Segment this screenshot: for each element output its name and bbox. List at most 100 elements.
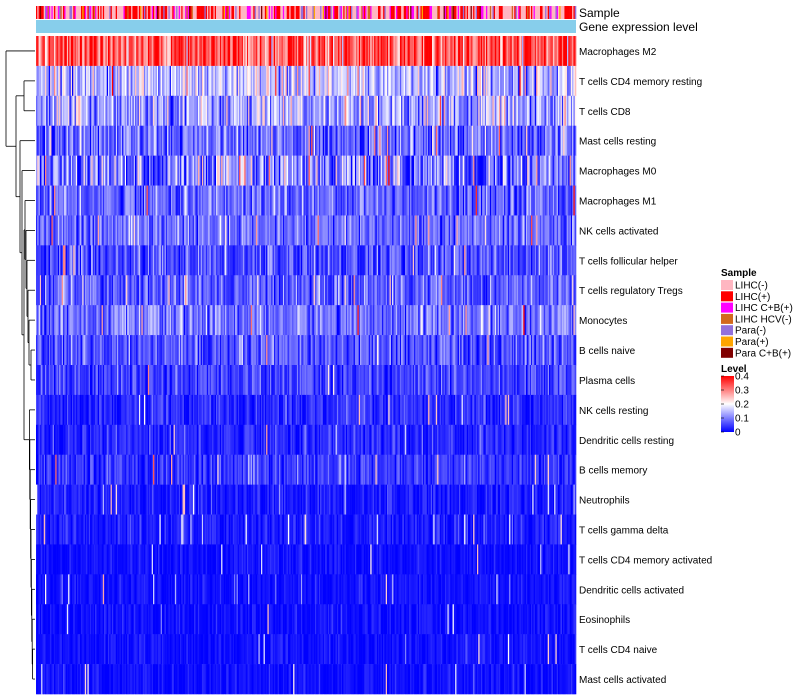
heatmap-cell <box>312 215 315 246</box>
heatmap-cell <box>398 65 401 97</box>
heatmap-cell <box>371 185 374 216</box>
heatmap-cell <box>37 215 39 246</box>
heatmap-cell <box>416 215 419 246</box>
heatmap-cell <box>541 185 543 216</box>
heatmap-cell <box>122 185 124 216</box>
heatmap-cell <box>173 275 176 306</box>
heatmap-cell <box>518 245 520 276</box>
heatmap-cell <box>59 125 61 156</box>
heatmap-cell <box>270 155 272 186</box>
sample-annotation-cell <box>181 6 183 19</box>
sample-annotation-cell <box>531 6 533 19</box>
sample-annotation-cell <box>558 6 560 19</box>
heatmap-cell <box>412 65 415 97</box>
heatmap-cell <box>190 125 192 156</box>
heatmap-cell <box>180 185 182 216</box>
heatmap-cell <box>290 155 293 186</box>
heatmap-cell <box>324 65 326 97</box>
heatmap-cell <box>381 215 384 246</box>
heatmap-cell <box>560 36 563 67</box>
sample-annotation-cell <box>461 6 464 19</box>
heatmap-cell <box>444 65 447 97</box>
heatmap-cell <box>536 185 538 216</box>
heatmap-cell <box>263 275 266 306</box>
heatmap-cell <box>428 185 430 216</box>
sample-annotation-cell <box>63 6 65 19</box>
heatmap-cell <box>99 65 101 97</box>
heatmap-cell <box>510 275 513 306</box>
heatmap-cell <box>488 245 491 276</box>
heatmap-cell <box>460 185 462 216</box>
heatmap-cell <box>109 65 111 97</box>
heatmap-cell <box>315 125 317 156</box>
heatmap-cell <box>183 185 186 216</box>
heatmap-cell <box>453 95 456 127</box>
heatmap-cell <box>334 36 336 67</box>
heatmap-cell <box>230 275 232 306</box>
heatmap-cell <box>442 305 444 336</box>
heatmap-cell <box>572 65 574 97</box>
heatmap-cell <box>266 65 268 97</box>
heatmap-cell <box>203 155 205 186</box>
heatmap-cell <box>482 155 484 186</box>
heatmap-cell <box>102 65 105 97</box>
heatmap-cell <box>367 36 370 67</box>
heatmap-cell <box>333 305 335 336</box>
heatmap-cell <box>322 65 325 97</box>
heatmap-cell <box>451 185 453 216</box>
sample-annotation-cell <box>212 6 214 19</box>
heatmap-cell <box>288 245 290 276</box>
heatmap-cell <box>39 245 42 276</box>
sample-annotation-cell <box>153 6 155 19</box>
heatmap-cell <box>266 305 268 336</box>
heatmap-cell <box>443 305 446 336</box>
heatmap-cell <box>248 275 250 306</box>
heatmap-cell <box>536 215 538 246</box>
sample-annotation-cell <box>396 6 398 19</box>
sample-annotation-cell <box>183 6 186 19</box>
sample-annotation-cell <box>322 6 325 19</box>
heatmap-cell <box>159 275 162 306</box>
heatmap-cell <box>187 215 190 246</box>
heatmap-cell <box>210 245 213 276</box>
heatmap-cell <box>241 215 244 246</box>
heatmap-cell <box>574 125 577 156</box>
sample-annotation-cell <box>43 6 46 19</box>
heatmap-cell <box>110 125 113 156</box>
heatmap-cell <box>415 185 417 216</box>
heatmap-cell <box>290 65 293 97</box>
heatmap-cell <box>187 125 190 156</box>
heatmap-cell <box>542 215 545 246</box>
heatmap-cell <box>406 185 408 216</box>
heatmap-cell <box>505 95 507 127</box>
heatmap-cell <box>321 245 324 276</box>
heatmap-cell <box>46 155 48 186</box>
heatmap-cell <box>403 95 406 127</box>
heatmap-cell <box>155 185 158 216</box>
heatmap-cell <box>428 125 430 156</box>
heatmap-cell <box>324 215 326 246</box>
sample-annotation-cell <box>286 6 289 19</box>
heatmap-cell <box>208 155 210 186</box>
heatmap-cell <box>113 95 115 127</box>
heatmap-cell <box>496 275 498 306</box>
heatmap-cell <box>42 245 45 276</box>
sample-annotation-cell <box>360 6 362 19</box>
heatmap-cell <box>533 36 536 67</box>
heatmap-cell <box>266 185 268 216</box>
heatmap-cell <box>525 125 528 156</box>
heatmap-cell <box>123 36 126 67</box>
heatmap-cell <box>546 65 549 97</box>
heatmap-cell <box>227 215 230 246</box>
heatmap-cell <box>135 275 137 306</box>
heatmap-cell <box>308 245 311 276</box>
heatmap-cell <box>214 125 217 156</box>
heatmap-cell <box>321 185 324 216</box>
heatmap-cell <box>208 185 210 216</box>
heatmap-cell <box>496 36 498 67</box>
heatmap-cell <box>75 155 78 186</box>
heatmap-cell <box>129 275 132 306</box>
heatmap-cell <box>407 245 410 276</box>
heatmap-cell <box>147 185 150 216</box>
heatmap-cell <box>191 125 194 156</box>
